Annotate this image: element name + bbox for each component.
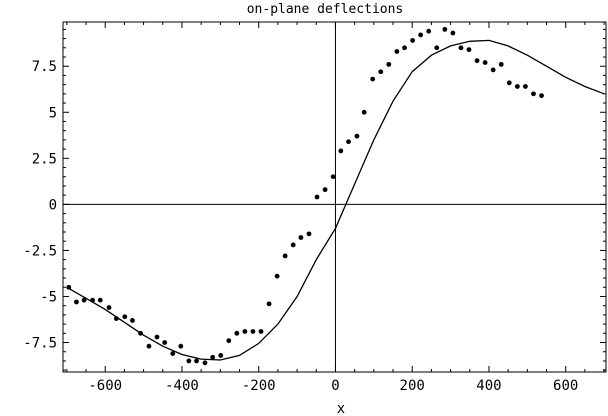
y-tick-label: -7.5 [23,336,57,352]
data-point [426,28,432,34]
data-point [226,338,232,344]
data-point [146,343,152,349]
data-point [106,305,112,310]
data-point [466,47,472,53]
y-tick-label: 2.5 [32,151,57,167]
data-point [298,235,304,240]
data-point [346,139,351,145]
data-point [74,299,79,305]
y-tick-label: 0 [49,197,57,213]
data-point [514,84,520,89]
plot-frame [62,21,607,373]
data-point [242,329,248,334]
data-point [97,297,103,303]
data-point [266,301,272,307]
data-point [122,314,128,320]
y-tick-label: 5 [49,105,57,121]
data-point [523,84,528,89]
axis-ticks: -600 -400 -200 0 200 400 600 -7.5 -5 -2.5 0 2.5 5 7.5 [23,22,606,394]
data-point [410,38,415,43]
data-point [482,60,488,65]
data-point [402,45,407,51]
data-points [66,26,544,366]
data-point [162,340,168,345]
data-point [194,358,199,364]
data-point [306,231,312,237]
data-point [218,353,224,358]
data-point [234,330,240,336]
data-point [450,30,456,36]
data-point [338,148,344,154]
data-point [178,343,184,349]
y-tick-label: -5 [40,289,57,305]
data-point [250,329,256,334]
data-point [322,187,328,193]
data-point [386,61,392,67]
data-point [354,133,360,139]
x-tick-label: 0 [331,378,339,394]
data-point [378,69,384,75]
fit-line [66,39,605,361]
data-point [290,242,296,248]
x-axis-label: x [337,401,345,416]
data-point [90,297,95,303]
data-point [490,67,496,73]
y-tick-label: -2.5 [23,243,57,259]
data-point [170,351,176,356]
data-point [138,330,143,336]
data-point [202,360,208,366]
x-tick-label: -200 [242,378,276,394]
data-point [186,358,192,364]
x-tick-label: 400 [476,378,501,394]
data-point [258,329,264,334]
data-point [418,32,424,38]
data-point [442,26,448,32]
data-point [531,91,536,97]
data-point [539,93,544,99]
data-point [154,334,160,340]
x-tick-label: 600 [553,378,578,394]
data-point [314,194,320,200]
data-point [130,318,135,323]
data-point [66,284,72,290]
chart-title: on-plane deflections [247,2,404,17]
data-point [330,174,336,180]
data-point [274,273,280,279]
data-point [370,76,376,82]
x-tick-label: -400 [165,378,199,394]
data-point [210,354,216,360]
data-point [434,45,440,51]
x-tick-label: -600 [88,378,122,394]
y-tick-label: 7.5 [32,59,57,75]
data-point [474,58,480,64]
data-point [282,253,288,259]
data-point [113,316,119,321]
data-point [394,49,400,54]
data-point [361,109,367,115]
data-point [458,45,464,51]
data-point [506,80,512,86]
x-tick-label: 200 [400,378,425,394]
data-point [81,297,87,303]
data-point [498,61,504,67]
